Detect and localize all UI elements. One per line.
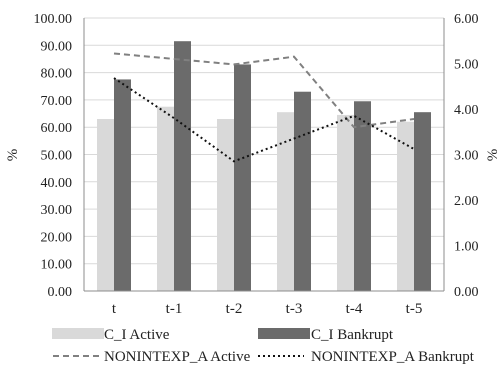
legend-swatch-c-i-bankrupt	[258, 328, 310, 339]
line-nonintexp-a-bankrupt	[113, 77, 415, 163]
category-label: t-5	[406, 301, 423, 317]
category-label: t-1	[166, 301, 183, 317]
left-tick-label: 60.00	[41, 121, 73, 136]
legend: C_I Active C_I Bankrupt NONINTEXP_A Acti…	[52, 327, 475, 365]
legend-label-c-i-active: C_I Active	[104, 327, 170, 343]
left-tick-label: 40.00	[41, 176, 73, 191]
bar-c-i-active	[157, 106, 174, 291]
axes	[83, 18, 445, 292]
gridlines	[84, 17, 444, 265]
right-tick-label: 1.00	[454, 240, 479, 255]
left-tick-label: 50.00	[41, 149, 73, 164]
right-tick-label: 3.00	[454, 149, 479, 164]
bar-c-i-active	[397, 121, 414, 292]
bar-c-i-active	[97, 119, 114, 291]
lines	[113, 52, 415, 163]
left-tick-label: 20.00	[41, 230, 73, 245]
bar-c-i-bankrupt	[234, 64, 251, 291]
line-nonintexp-a-active	[113, 52, 415, 129]
y-axis-label-left: %	[5, 149, 21, 162]
left-tick-label: 30.00	[41, 203, 73, 218]
left-tick-label: 70.00	[41, 94, 73, 109]
bar-c-i-active	[337, 114, 354, 291]
legend-label-nonintexp-a-bankrupt: NONINTEXP_A Bankrupt	[311, 349, 475, 365]
bar-c-i-bankrupt	[174, 41, 191, 291]
category-label: t-4	[346, 301, 363, 317]
left-tick-label: 80.00	[41, 67, 73, 82]
left-tick-label: 90.00	[41, 39, 73, 54]
category-label: t-3	[286, 301, 303, 317]
legend-label-c-i-bankrupt: C_I Bankrupt	[311, 327, 394, 343]
category-label: t	[112, 301, 117, 317]
category-labels: t t-1 t-2 t-3 t-4 t-5	[112, 301, 422, 317]
right-tick-label: 4.00	[454, 103, 479, 118]
legend-label-nonintexp-a-active: NONINTEXP_A Active	[104, 349, 251, 365]
left-tick-label: 10.00	[41, 258, 73, 273]
category-label: t-2	[226, 301, 243, 317]
bar-c-i-active	[277, 112, 294, 291]
bar-c-i-bankrupt	[114, 79, 131, 291]
y-axis-label-right: %	[485, 149, 501, 162]
bar-c-i-bankrupt	[354, 101, 371, 291]
left-tick-labels: 0.00 10.00 20.00 30.00 40.00 50.00 60.00 70.00 8…	[34, 12, 73, 300]
bar-c-i-active	[217, 119, 234, 291]
legend-swatch-c-i-active	[52, 328, 104, 339]
bar-c-i-bankrupt	[294, 91, 311, 292]
left-tick-label: 100.00	[34, 12, 73, 27]
legend-item-c-i-bankrupt: C_I Bankrupt	[258, 327, 394, 343]
right-tick-label: 0.00	[454, 285, 479, 300]
right-tick-label: 6.00	[454, 12, 479, 27]
left-tick-label: 0.00	[48, 285, 73, 300]
bars	[97, 41, 431, 292]
right-tick-label: 2.00	[454, 194, 479, 209]
legend-item-nonintexp-a-bankrupt: NONINTEXP_A Bankrupt	[258, 349, 475, 365]
right-tick-label: 5.00	[454, 58, 479, 73]
bar-c-i-bankrupt	[414, 112, 431, 291]
right-tick-labels: 0.00 1.00 2.00 3.00 4.00 5.00 6.00	[454, 12, 479, 300]
legend-item-c-i-active: C_I Active	[52, 327, 170, 343]
legend-item-nonintexp-a-active: NONINTEXP_A Active	[53, 349, 251, 365]
